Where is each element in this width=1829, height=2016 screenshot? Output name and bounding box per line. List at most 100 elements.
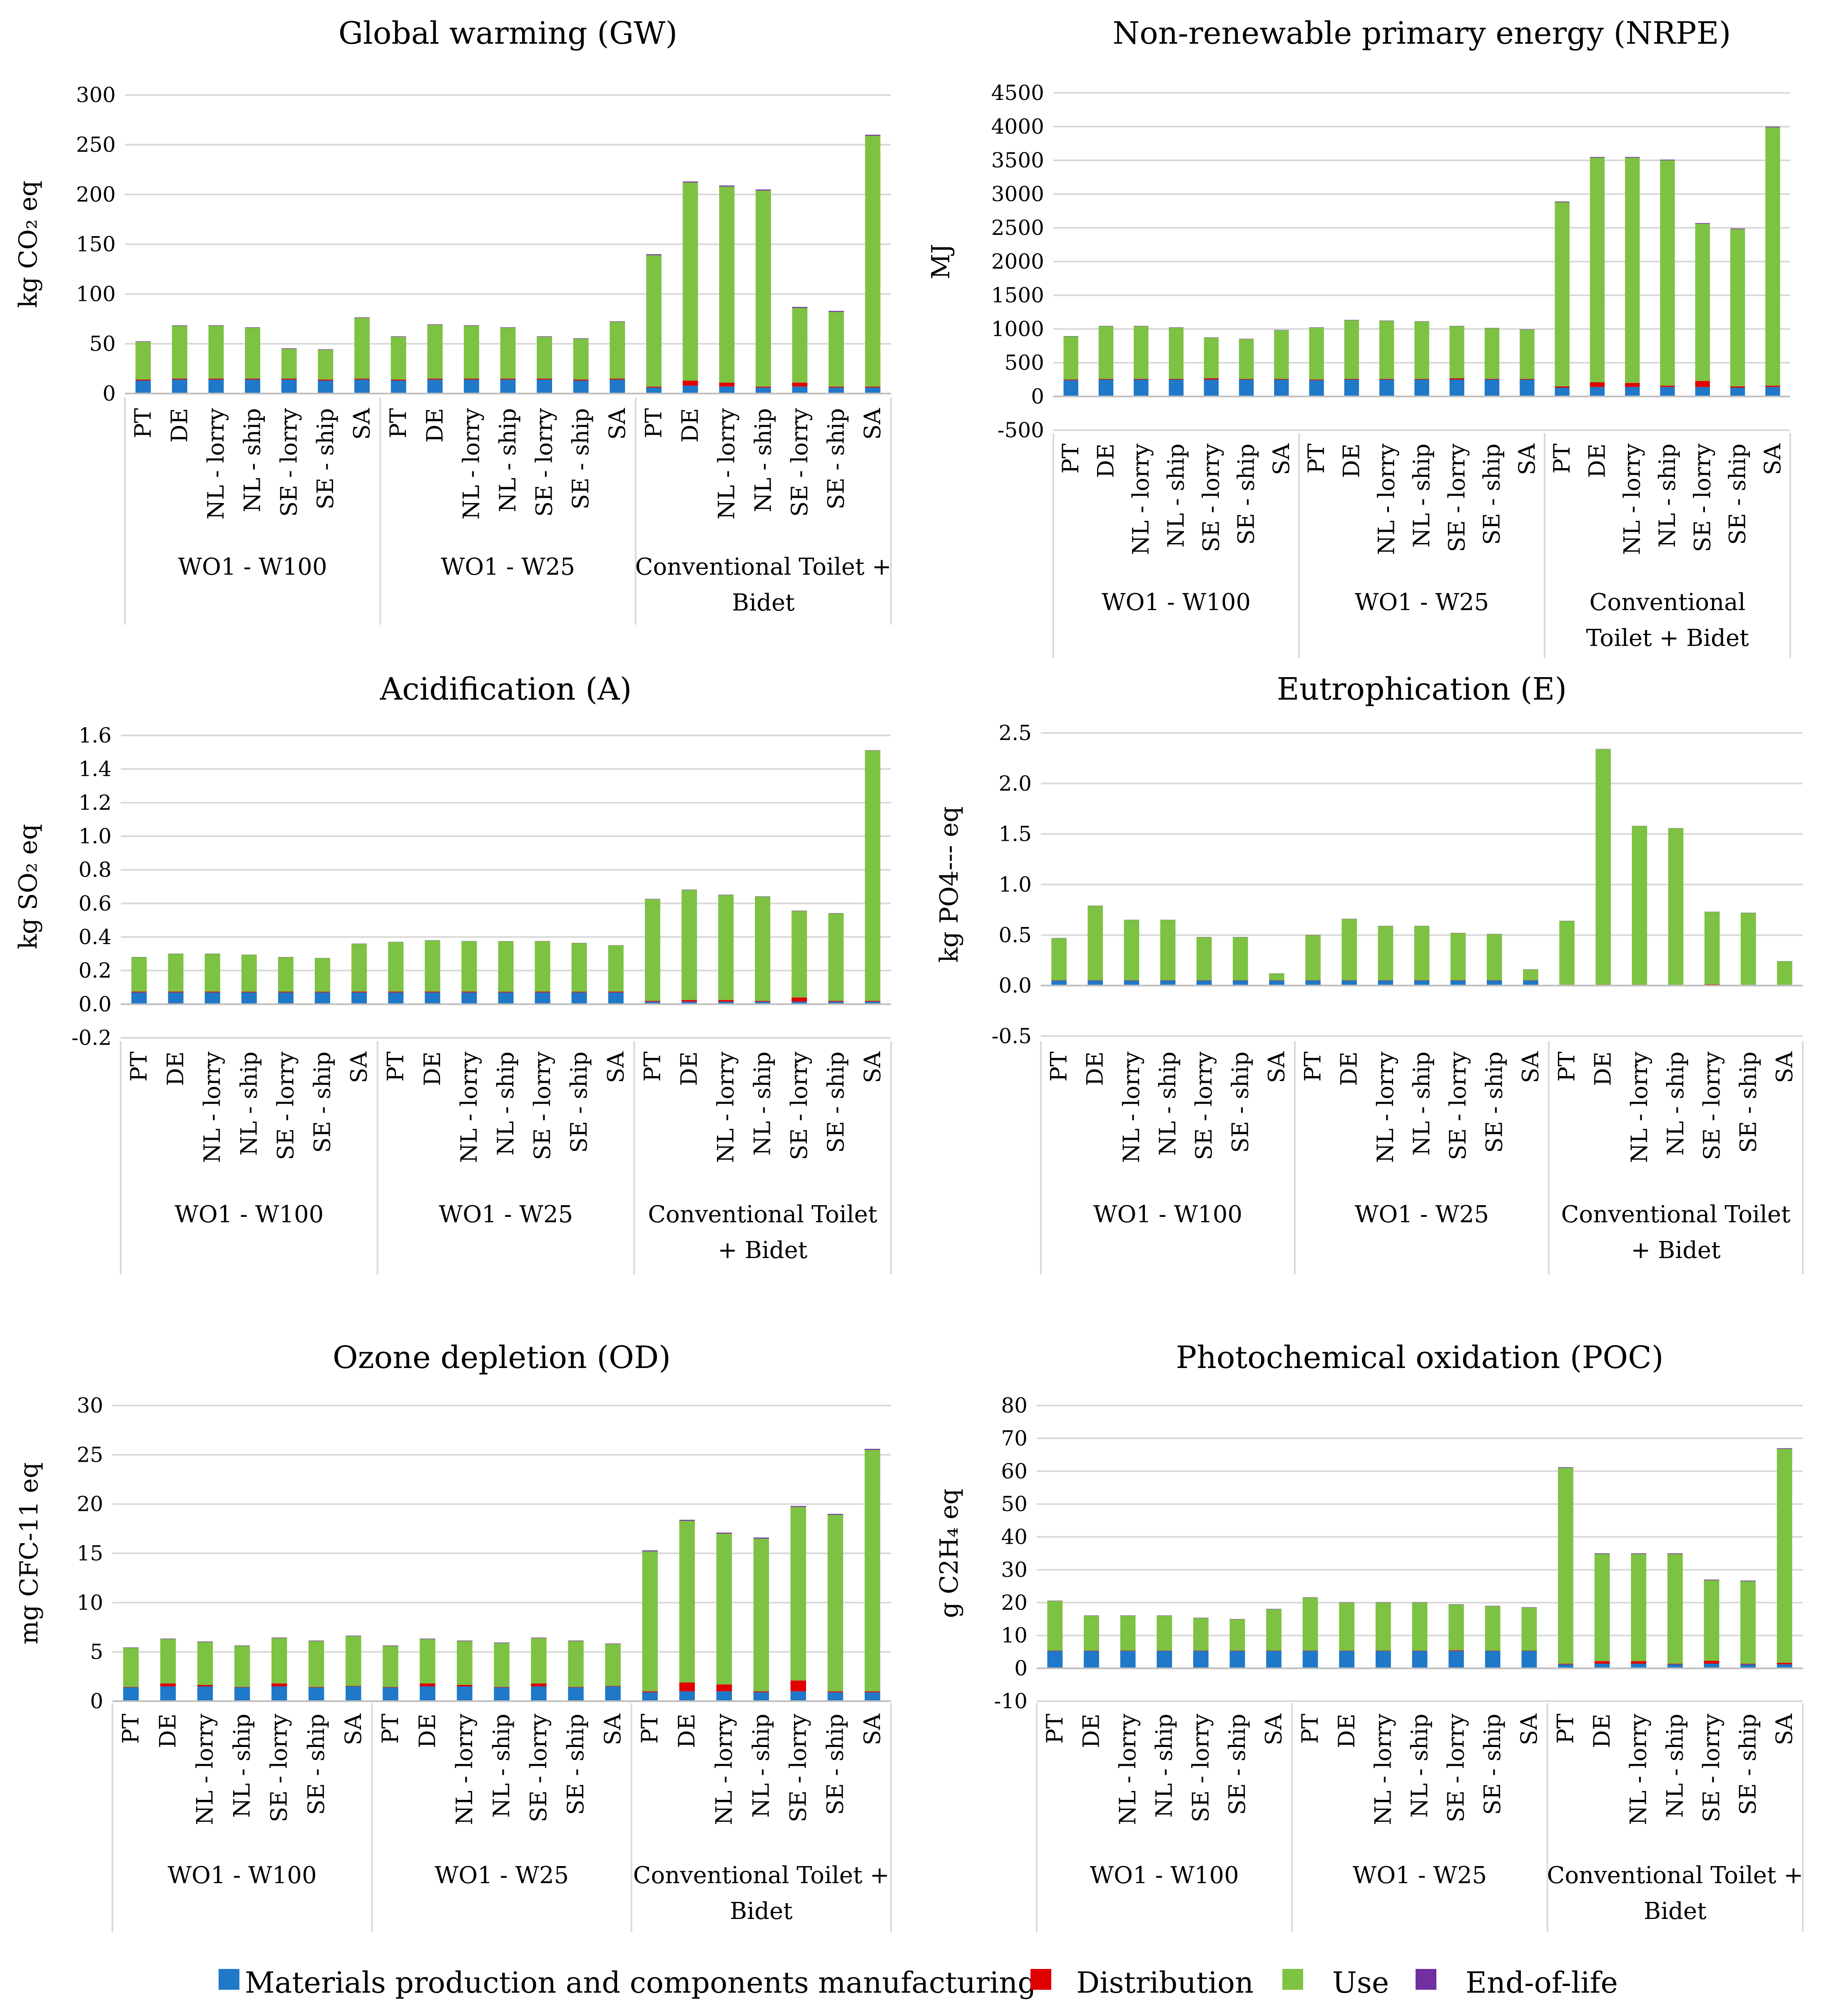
bar-segment-eol: [461, 941, 477, 942]
y-tick-label: 2.5: [998, 721, 1032, 745]
bar-segment-distribution: [1305, 980, 1321, 981]
bar-segment-materials: [755, 1002, 771, 1004]
y-tick-label: 4500: [991, 81, 1044, 105]
bar-segment-materials: [135, 380, 151, 394]
category-label: NL - lorry: [1372, 1052, 1399, 1163]
bar-segment-use: [1594, 1554, 1610, 1661]
category-label: NL - lorry: [456, 1052, 482, 1163]
category-label: SE - lorry: [1187, 1714, 1214, 1822]
bar-segment-materials: [1302, 1651, 1318, 1669]
group-label: WO1 - W100: [1093, 1201, 1242, 1228]
bar-segment-materials: [351, 992, 367, 1004]
bar-segment-use: [682, 182, 698, 381]
bar-segment-materials: [500, 379, 516, 394]
category-label: SE - lorry: [1445, 1052, 1471, 1160]
bar-segment-use: [1229, 1619, 1245, 1651]
bar-segment-eol: [1169, 327, 1184, 328]
bar-segment-materials: [420, 1686, 435, 1701]
bar-segment-distribution: [829, 386, 844, 388]
bar-segment-use: [1196, 937, 1212, 980]
category-label: DE: [166, 408, 192, 443]
bar-segment-materials: [354, 379, 370, 394]
category-label: NL - ship: [1662, 1714, 1688, 1818]
bar-segment-materials: [573, 380, 589, 394]
category-label: SE - ship: [567, 408, 594, 509]
bar-segment-distribution: [679, 1682, 695, 1692]
category-label: DE: [1336, 1052, 1362, 1086]
category-label: PT: [639, 1052, 665, 1082]
category-label: SE - lorry: [1443, 1714, 1469, 1822]
bar-segment-distribution: [1274, 379, 1289, 380]
bar-segment-distribution: [1765, 386, 1780, 387]
bar-segment-use: [172, 326, 187, 379]
bar-segment-use: [573, 339, 589, 380]
bar-segment-distribution: [1098, 379, 1114, 380]
bar-segment-materials: [1625, 387, 1640, 396]
category-label: SA: [1516, 1713, 1542, 1745]
bar-segment-materials: [494, 1687, 510, 1701]
bar-segment-use: [1302, 1597, 1318, 1651]
bar-segment-eol: [1448, 1604, 1464, 1605]
group-label: Bidet: [1644, 1898, 1707, 1925]
bar-segment-distribution: [1269, 980, 1284, 981]
category-label: DE: [414, 1714, 440, 1748]
category-label: SE - ship: [1479, 444, 1505, 545]
bar-segment-use: [1667, 1554, 1683, 1664]
bar-segment-use: [1450, 933, 1466, 980]
y-tick-label: 70: [1001, 1426, 1028, 1450]
bar-segment-use: [1204, 338, 1219, 379]
bar-segment-eol: [318, 349, 333, 350]
bar-segment-materials: [1098, 379, 1114, 396]
category-label: SE - lorry: [266, 1714, 292, 1822]
bar-segment-use: [1414, 321, 1429, 379]
bar-segment-eol: [1668, 828, 1684, 829]
category-label: NL - ship: [1662, 1052, 1689, 1156]
bar-segment-distribution: [271, 1683, 287, 1687]
bar-segment-use: [865, 135, 881, 387]
bar-segment-eol: [1631, 1553, 1647, 1554]
bar-segment-materials: [1730, 387, 1745, 396]
bar-segment-distribution: [865, 1001, 881, 1002]
bar-segment-eol: [354, 317, 370, 318]
category-label: DE: [676, 1052, 702, 1086]
y-tick-label: 15: [77, 1541, 103, 1565]
bar-segment-use: [1063, 336, 1078, 380]
legend-swatch-use: [1282, 1969, 1303, 1990]
category-label: PT: [130, 408, 156, 438]
bar-segment-eol: [1157, 1615, 1172, 1616]
y-tick-label: 250: [76, 133, 116, 157]
y-tick-label: 0: [1031, 384, 1044, 409]
bar-segment-eol: [646, 254, 662, 255]
bar-segment-distribution: [828, 1001, 844, 1002]
category-label: SE - lorry: [525, 1714, 552, 1822]
group-label: WO1 - W100: [178, 553, 327, 581]
y-tick-label: 500: [1005, 351, 1044, 375]
category-label: PT: [1554, 1052, 1580, 1082]
category-label: DE: [674, 1714, 700, 1748]
bar-segment-use: [234, 1646, 250, 1687]
bar-segment-eol: [457, 1640, 473, 1641]
bar-segment-eol: [281, 348, 297, 349]
group-label: Bidet: [732, 589, 795, 616]
bar-segment-eol: [234, 1645, 250, 1646]
bar-segment-eol: [172, 325, 187, 326]
bar-segment-use: [642, 1551, 658, 1692]
y-tick-label: 3500: [991, 148, 1044, 172]
bar-segment-distribution: [1204, 378, 1219, 380]
category-label: SE - ship: [1233, 444, 1259, 545]
bar-segment-materials: [391, 380, 406, 394]
category-label: SE - ship: [1481, 1052, 1507, 1153]
category-label: NL - ship: [1654, 444, 1680, 548]
bar-segment-materials: [271, 1686, 287, 1701]
bar-segment-eol: [531, 1637, 547, 1638]
y-tick-label: 50: [1001, 1492, 1028, 1516]
category-label: SE - ship: [1479, 1714, 1506, 1815]
category-label: SE - lorry: [1191, 1052, 1217, 1160]
bar-segment-eol: [755, 189, 771, 191]
bar-segment-use: [827, 1515, 844, 1692]
category-label: DE: [1590, 1052, 1616, 1086]
bar-segment-use: [1266, 1609, 1282, 1651]
bar-segment-eol: [1520, 329, 1535, 330]
bar-segment-use: [864, 1450, 881, 1692]
category-label: SA: [1517, 1051, 1543, 1083]
